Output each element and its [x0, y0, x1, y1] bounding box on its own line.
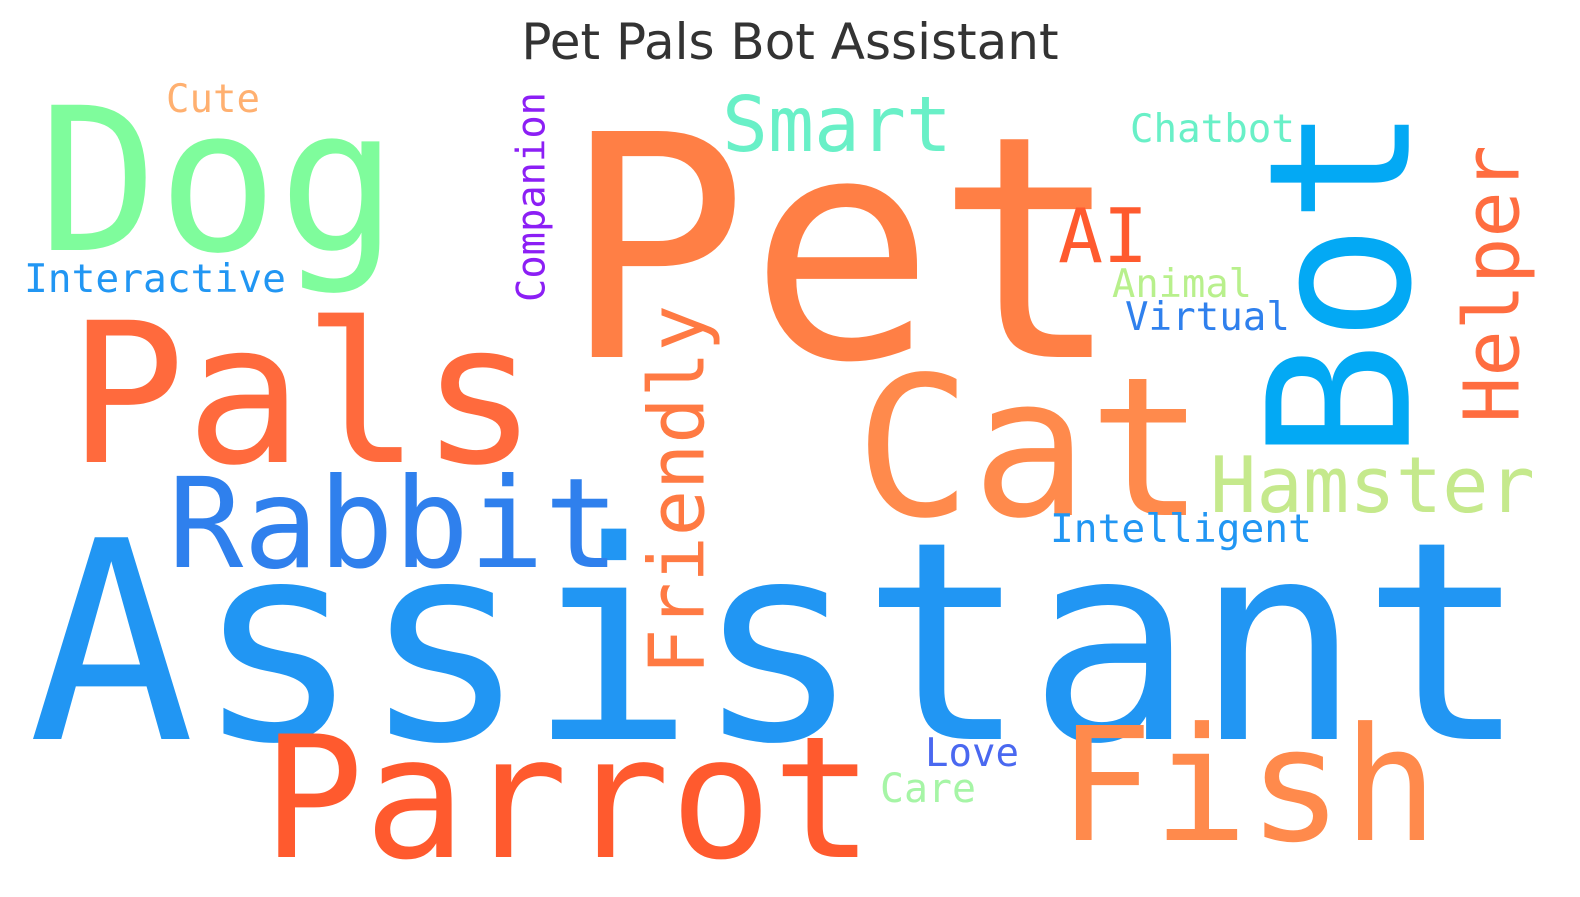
word-dog: Dog	[38, 66, 398, 298]
word-hamster: Hamster	[1210, 441, 1535, 531]
word-cloud-canvas: Pet Pals Bot Assistant Pet Assistant Pal…	[24, 13, 1538, 884]
word-rabbit: Rabbit	[168, 452, 620, 597]
word-interactive: Interactive	[24, 256, 286, 302]
word-helper: Helper	[1448, 145, 1538, 423]
word-pals: Pals	[68, 282, 538, 509]
word-ai: AI	[1058, 193, 1148, 280]
word-cloud-title: Pet Pals Bot Assistant	[521, 13, 1059, 71]
word-smart: Smart	[722, 81, 952, 170]
word-virtual: Virtual	[1125, 295, 1290, 340]
word-intelligent: Intelligent	[1050, 506, 1312, 552]
word-pet: Pet	[562, 70, 1122, 431]
word-friendly: Friendly	[633, 305, 723, 675]
word-bot: Bot	[1227, 105, 1456, 460]
word-parrot: Parrot	[262, 700, 874, 897]
word-companion: Companion	[509, 92, 555, 302]
word-animal: Animal	[1112, 262, 1252, 307]
word-fish: Fish	[1058, 695, 1438, 878]
word-cat: Cat	[855, 335, 1205, 561]
word-cute: Cute	[166, 77, 260, 122]
word-love: Love	[925, 731, 1019, 776]
word-assistant: Assistant	[28, 483, 1528, 805]
word-chatbot: Chatbot	[1130, 107, 1295, 152]
word-care: Care	[880, 766, 976, 812]
